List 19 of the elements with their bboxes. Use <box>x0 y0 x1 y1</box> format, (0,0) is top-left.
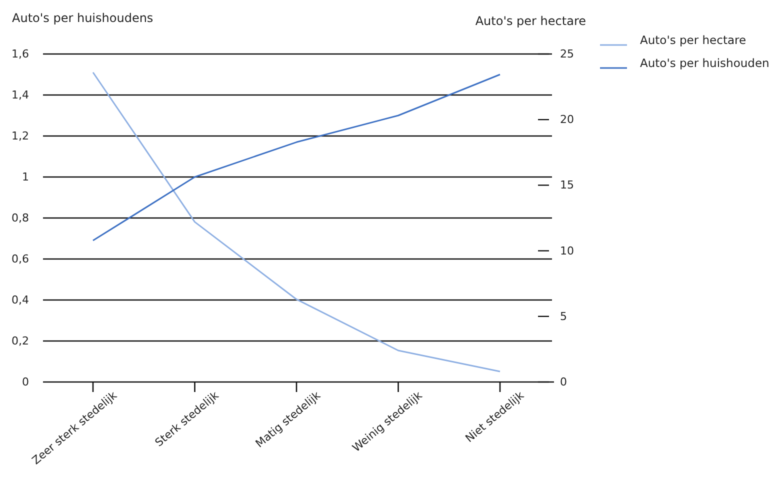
y2-tick-label: 0 <box>560 376 567 389</box>
y2-tick-label: 5 <box>560 310 567 323</box>
y-tick-label: 1,6 <box>12 48 29 61</box>
y-tick-label: 1,4 <box>12 88 29 102</box>
y2-tick-label: 25 <box>560 48 574 61</box>
y-tick-label: 1,2 <box>12 130 29 143</box>
legend-label: Auto's per hectare <box>640 32 746 47</box>
y-tick-label: 1 <box>22 170 29 184</box>
y2-tick-label: 15 <box>560 178 574 192</box>
y2-axis-title: Auto's per hectare <box>475 14 586 28</box>
y-tick-label: 0 <box>22 376 29 389</box>
y-tick-label: 0,2 <box>12 334 29 348</box>
y-tick-label: 0,8 <box>12 212 29 225</box>
y2-tick-label: 10 <box>560 244 574 258</box>
y-tick-label: 0,6 <box>12 252 29 266</box>
y2-tick-label: 20 <box>560 113 574 126</box>
y-tick-label: 0,4 <box>12 294 29 307</box>
y-axis-title: Auto's per huishoudens <box>12 11 154 25</box>
legend-label: Auto's per huishouden <box>640 56 770 70</box>
